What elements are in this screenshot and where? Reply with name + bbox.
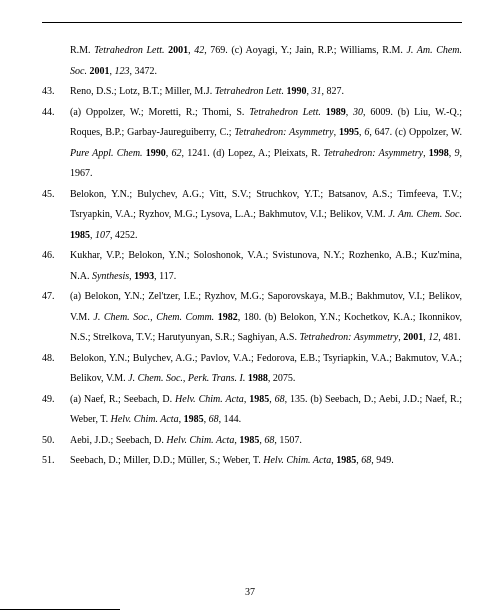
reference-entry: 47.(a) Belokon, Y.N.; Zel'tzer, I.E.; Ry… [42, 287, 462, 349]
reference-entry: 48.Belokon, Y.N.; Bulychev, A.G.; Pavlov… [42, 349, 462, 390]
reference-entry: 50.Aebi, J.D.; Seebach, D. Helv. Chim. A… [42, 431, 462, 452]
reference-text: (a) Belokon, Y.N.; Zel'tzer, I.E.; Ryzho… [70, 287, 462, 349]
reference-number: 48. [42, 349, 70, 390]
reference-text: Seebach, D.; Miller, D.D.; Müller, S.; W… [70, 451, 462, 472]
reference-number: 46. [42, 246, 70, 287]
reference-continuation: R.M. Tetrahedron Lett. 2001, 42, 769. (c… [42, 41, 462, 82]
reference-number: 45. [42, 185, 70, 247]
reference-text: Belokon, Y.N.; Bulychev, A.G.; Vitt, S.V… [70, 185, 462, 247]
reference-entry: 49.(a) Naef, R.; Seebach, D. Helv. Chim.… [42, 390, 462, 431]
reference-number: 44. [42, 103, 70, 185]
reference-entry: 46.Kukhar, V.P.; Belokon, Y.N.; Soloshon… [42, 246, 462, 287]
reference-text: (a) Oppolzer, W.; Moretti, R.; Thomi, S.… [70, 103, 462, 185]
reference-number: 43. [42, 82, 70, 103]
reference-entry: 44.(a) Oppolzer, W.; Moretti, R.; Thomi,… [42, 103, 462, 185]
page-number: 37 [0, 587, 500, 598]
reference-number: 47. [42, 287, 70, 349]
reference-text: Kukhar, V.P.; Belokon, Y.N.; Soloshonok,… [70, 246, 462, 287]
reference-entry: 43.Reno, D.S.; Lotz, B.T.; Miller, M.J. … [42, 82, 462, 103]
reference-number: 51. [42, 451, 70, 472]
reference-entry: 51.Seebach, D.; Miller, D.D.; Müller, S.… [42, 451, 462, 472]
reference-number: 50. [42, 431, 70, 452]
reference-text: (a) Naef, R.; Seebach, D. Helv. Chim. Ac… [70, 390, 462, 431]
reference-text: Belokon, Y.N.; Bulychev, A.G.; Pavlov, V… [70, 349, 462, 390]
reference-entry: 45.Belokon, Y.N.; Bulychev, A.G.; Vitt, … [42, 185, 462, 247]
reference-text: Reno, D.S.; Lotz, B.T.; Miller, M.J. Tet… [70, 82, 462, 103]
reference-text: Aebi, J.D.; Seebach, D. Helv. Chim. Acta… [70, 431, 462, 452]
reference-number: 49. [42, 390, 70, 431]
footer-line [0, 609, 120, 610]
top-rule [42, 22, 462, 23]
references-list: R.M. Tetrahedron Lett. 2001, 42, 769. (c… [42, 41, 462, 472]
